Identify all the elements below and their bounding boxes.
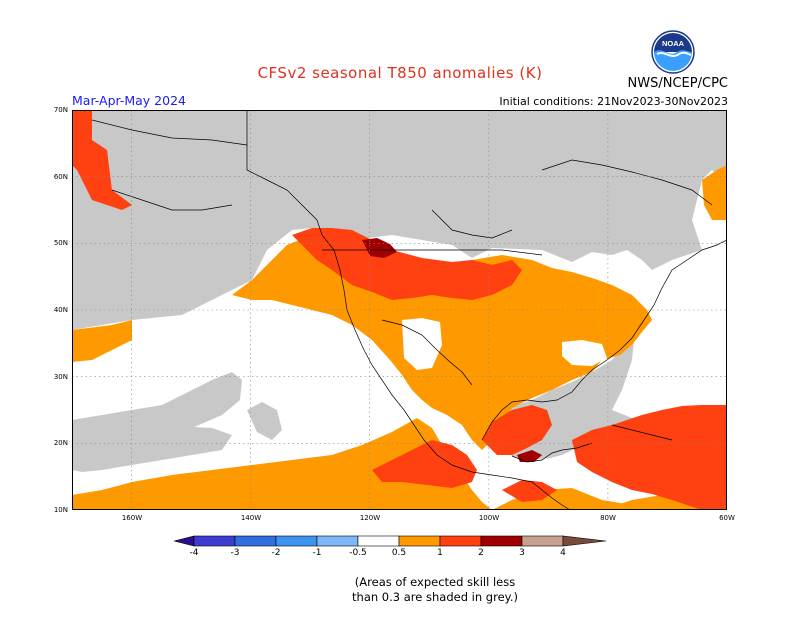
colorbar-label: -0.5	[349, 548, 367, 558]
colorbar-bin	[275, 535, 318, 547]
season-label: Mar-Apr-May 2024	[72, 93, 186, 108]
colorbar-label: -3	[230, 548, 240, 558]
colorbar-label: -4	[189, 548, 199, 558]
lat-label-60n: 60N	[53, 173, 68, 181]
colorbar-label: 1	[437, 548, 443, 558]
footnote-line-1: (Areas of expected skill less	[354, 575, 516, 589]
map-title: CFSv2 seasonal T850 anomalies (K)	[257, 64, 543, 82]
colorbar-bin	[193, 535, 236, 547]
agency-label: NWS/NCEP/CPC	[627, 76, 728, 91]
colorbar-label: -1	[312, 548, 322, 558]
colorbar-label: 2	[478, 548, 484, 558]
colorbar-label: 3	[519, 548, 525, 558]
lat-label-50n: 50N	[53, 239, 68, 247]
lat-label-20n: 20N	[53, 439, 68, 447]
colorbar	[174, 535, 607, 547]
colorbar-bin	[439, 535, 482, 547]
lon-label-60w: 60W	[719, 514, 735, 522]
lon-label-140w: 140W	[240, 514, 262, 522]
noaa-logo: NOAA	[651, 30, 695, 74]
anomaly-map	[72, 110, 727, 510]
lat-label-30n: 30N	[53, 373, 68, 381]
colorbar-bin	[480, 535, 523, 547]
grid-lines	[72, 110, 727, 510]
colorbar-lower-arrow	[174, 535, 195, 547]
colorbar-bin	[398, 535, 441, 547]
colorbar-bin	[521, 535, 564, 547]
colorbar-label: 4	[560, 548, 566, 558]
lon-label-80w: 80W	[600, 514, 616, 522]
colorbar-bin	[234, 535, 277, 547]
lon-label-120w: 120W	[359, 514, 381, 522]
initial-conditions-label: Initial conditions: 21Nov2023-30Nov2023	[499, 95, 728, 108]
lat-label-10n: 10N	[53, 506, 68, 514]
lon-label-100w: 100W	[478, 514, 500, 522]
logo-text: NOAA	[662, 39, 685, 48]
colorbar-label: -2	[271, 548, 281, 558]
lat-label-70n: 70N	[53, 106, 68, 114]
anomaly-darkred	[362, 238, 542, 462]
colorbar-label: 0.5	[391, 548, 407, 558]
footnote-line-2: than 0.3 are shaded in grey.)	[352, 590, 518, 604]
near-zero-patches	[402, 318, 607, 370]
lat-label-40n: 40N	[53, 306, 68, 314]
footnote: (Areas of expected skill less than 0.3 a…	[0, 575, 800, 605]
lon-label-160w: 160W	[121, 514, 143, 522]
colorbar-bin	[316, 535, 359, 547]
anomaly-red	[72, 110, 727, 510]
colorbar-bin	[357, 535, 400, 547]
coastlines	[91, 110, 727, 510]
colorbar-upper-arrow	[562, 535, 607, 547]
